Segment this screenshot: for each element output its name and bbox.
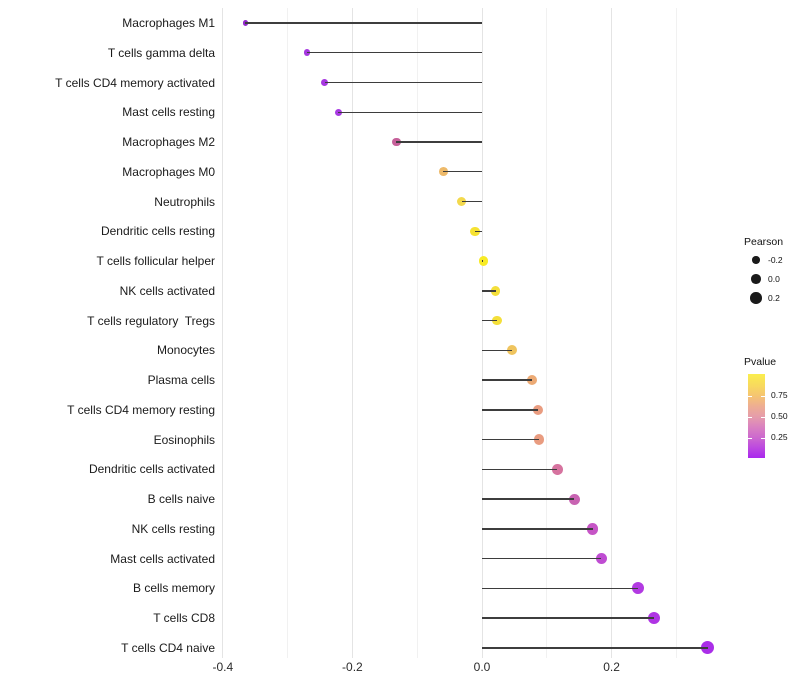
- lollipop-line: [482, 468, 558, 471]
- legend-color-title: Pvalue: [744, 356, 777, 368]
- lollipop-line: [482, 438, 540, 441]
- y-axis-label: NK cells activated: [119, 283, 215, 298]
- y-axis-label: Monocytes: [156, 343, 215, 358]
- lollipop-line: [461, 200, 482, 203]
- lollipop-dot: [587, 523, 599, 535]
- y-axis-label: T cells CD8: [153, 611, 215, 626]
- lollipop-line: [474, 230, 482, 232]
- legend-size-title: Pearson: [744, 236, 784, 248]
- legend-size-entries: -0.2 0.0 0.2: [740, 254, 800, 334]
- lollipop-line: [482, 647, 708, 649]
- lollipop-line: [482, 528, 593, 530]
- x-tick-label: 0.2: [603, 660, 620, 674]
- gridline-minor: [546, 8, 548, 658]
- lollipop-dot: [321, 79, 328, 86]
- legend-size-label: 0.2: [768, 293, 780, 303]
- gridline-major: [611, 8, 613, 658]
- y-axis-label: T cells follicular helper: [96, 254, 216, 269]
- y-axis-label: NK cells resting: [131, 521, 215, 536]
- legend-colorbar-label: 0.25: [771, 432, 788, 442]
- lollipop-line: [396, 141, 482, 143]
- lollipop-dot: [492, 315, 502, 326]
- gridline-major: [351, 8, 353, 658]
- gridline-major: [481, 8, 483, 658]
- lollipop-line: [324, 81, 482, 84]
- gridline-major: [222, 8, 224, 658]
- lollipop-line: [338, 111, 482, 113]
- y-axis-label: B cells naive: [147, 492, 215, 507]
- legend-size-label: -0.2: [768, 255, 783, 265]
- legend-colorbar-label: 0.50: [771, 411, 788, 421]
- y-axis-label: B cells memory: [132, 581, 215, 596]
- y-axis-label: Mast cells resting: [122, 105, 215, 120]
- gridline-minor: [416, 8, 418, 658]
- lollipop-line: [245, 22, 482, 24]
- x-tick-label: -0.4: [212, 660, 234, 674]
- lollipop-line: [482, 557, 602, 560]
- lollipop-dot: [457, 196, 467, 207]
- lollipop-line: [482, 260, 484, 262]
- legend-size-dot: [751, 274, 761, 284]
- y-axis-label: Dendritic cells activated: [88, 462, 215, 477]
- lollipop-line: [482, 349, 513, 352]
- legend-colorbar-tick: [761, 438, 765, 439]
- y-axis-label: Macrophages M2: [122, 135, 215, 150]
- legend-colorbar-tick: [748, 417, 752, 418]
- legend-size-dot: [750, 292, 762, 304]
- lollipop-dot: [595, 552, 607, 565]
- lollipop-line: [482, 409, 538, 411]
- legend-colorbar-tick: [748, 438, 752, 439]
- y-axis-label: Macrophages M0: [122, 164, 215, 179]
- lollipop-dot: [478, 256, 489, 266]
- y-axis-label: T cells CD4 memory resting: [67, 402, 215, 417]
- lollipop-line: [482, 290, 496, 292]
- y-axis-label: Neutrophils: [154, 194, 215, 209]
- lollipop-line: [443, 171, 482, 173]
- lollipop-line: [307, 52, 482, 54]
- lollipop-dot: [490, 285, 501, 296]
- y-axis-label: Dendritic cells resting: [100, 224, 215, 239]
- legend-colorbar-label: 0.75: [771, 390, 788, 400]
- lollipop-dot: [334, 108, 342, 116]
- legend-colorbar: [748, 374, 765, 458]
- legend-colorbar-tick: [761, 417, 765, 418]
- legend-colorbar-tick: [761, 396, 765, 397]
- y-axis-label: Macrophages M1: [122, 16, 215, 30]
- lollipop-line: [482, 617, 654, 619]
- y-axis-label: T cells regulatory Tregs: [87, 313, 215, 328]
- y-axis-label: T cells CD4 memory activated: [55, 75, 215, 90]
- lollipop-line: [482, 379, 532, 381]
- x-tick-label: 0.0: [473, 660, 491, 674]
- gridline-minor: [287, 8, 289, 658]
- legend-size-label: 0.0: [768, 274, 780, 284]
- y-axis-label: Eosinophils: [153, 432, 215, 447]
- lollipop-dot: [647, 611, 660, 625]
- y-axis-label: Plasma cells: [147, 373, 215, 388]
- lollipop-line: [482, 498, 575, 500]
- lollipop-dot: [438, 167, 448, 177]
- y-axis-label: T cells gamma delta: [107, 45, 215, 60]
- gridline-minor: [675, 8, 677, 658]
- legend: Pearson -0.2 0.0 0.2 Pvalue 0.75 0.50 0.25: [740, 236, 800, 458]
- lollipop-line: [482, 587, 638, 590]
- lollipop-line: [482, 319, 497, 322]
- x-tick-label: -0.2: [342, 660, 363, 674]
- y-axis-label: T cells CD4 naive: [121, 640, 215, 655]
- legend-size-dot: [752, 256, 760, 264]
- legend-colorbar-tick: [748, 396, 752, 397]
- y-axis-label: Mast cells activated: [110, 551, 215, 566]
